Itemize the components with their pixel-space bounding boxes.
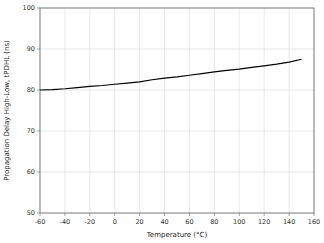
tick-label-x: 40	[160, 218, 168, 226]
grid-line-x	[264, 8, 265, 213]
grid-line-y	[40, 172, 314, 173]
data-line	[40, 59, 302, 90]
tick-x	[139, 213, 140, 216]
grid-line-y	[40, 90, 314, 91]
tick-y	[37, 49, 40, 50]
tick-label-y: 60	[27, 168, 35, 176]
tick-y	[37, 213, 40, 214]
plot-frame	[40, 8, 314, 213]
grid-line-x	[89, 8, 90, 213]
grid-line-x	[289, 8, 290, 213]
grid-line-x	[189, 8, 190, 213]
grid-line-x	[239, 8, 240, 213]
tick-x	[314, 213, 315, 216]
grid-line-x	[164, 8, 165, 213]
grid-line-x	[114, 8, 115, 213]
tick-x	[64, 213, 65, 216]
tick-label-x: 60	[185, 218, 193, 226]
grid-line-y	[40, 49, 314, 50]
tick-label-x: 20	[135, 218, 143, 226]
tick-x	[89, 213, 90, 216]
x-axis-label: Temperature (°C)	[146, 231, 208, 239]
tick-label-x: -40	[60, 218, 71, 226]
tick-label-x: 80	[210, 218, 218, 226]
tick-y	[37, 90, 40, 91]
tick-label-x: -60	[35, 218, 46, 226]
tick-x	[189, 213, 190, 216]
tick-label-x: 120	[258, 218, 270, 226]
tick-label-y: 50	[27, 209, 35, 217]
tick-label-y: 80	[27, 86, 35, 94]
data	[40, 59, 302, 90]
axes: -60 -40 -20 0 20 40 60 80 100 120 140 160 50 60 70 80 90…	[23, 4, 321, 226]
tick-x	[264, 213, 265, 216]
grid-line-x	[139, 8, 140, 213]
tick-x	[40, 213, 41, 216]
tick-label-x: 140	[283, 218, 295, 226]
tick-x	[114, 213, 115, 216]
tick-label-x: 0	[113, 218, 117, 226]
tick-y	[37, 172, 40, 173]
grid-line-y	[40, 131, 314, 132]
grid-line-x	[64, 8, 65, 213]
tick-y	[37, 131, 40, 132]
grid-line-x	[214, 8, 215, 213]
tick-y	[37, 8, 40, 9]
tick-x	[289, 213, 290, 216]
tick-label-y: 90	[27, 45, 35, 53]
y-axis-label: Propagation Delay High-Low, tPDHL (ns)	[3, 40, 11, 181]
tick-label-x: -20	[85, 218, 96, 226]
tick-label-y: 70	[27, 127, 35, 135]
chart: -60 -40 -20 0 20 40 60 80 100 120 140 160 50 60 70 80 90…	[0, 0, 324, 243]
tick-x	[239, 213, 240, 216]
grid	[40, 8, 314, 213]
tick-label-y: 100	[23, 4, 35, 12]
tick-label-x: 100	[233, 218, 245, 226]
tick-x	[214, 213, 215, 216]
tick-label-x: 160	[308, 218, 320, 226]
tick-x	[164, 213, 165, 216]
